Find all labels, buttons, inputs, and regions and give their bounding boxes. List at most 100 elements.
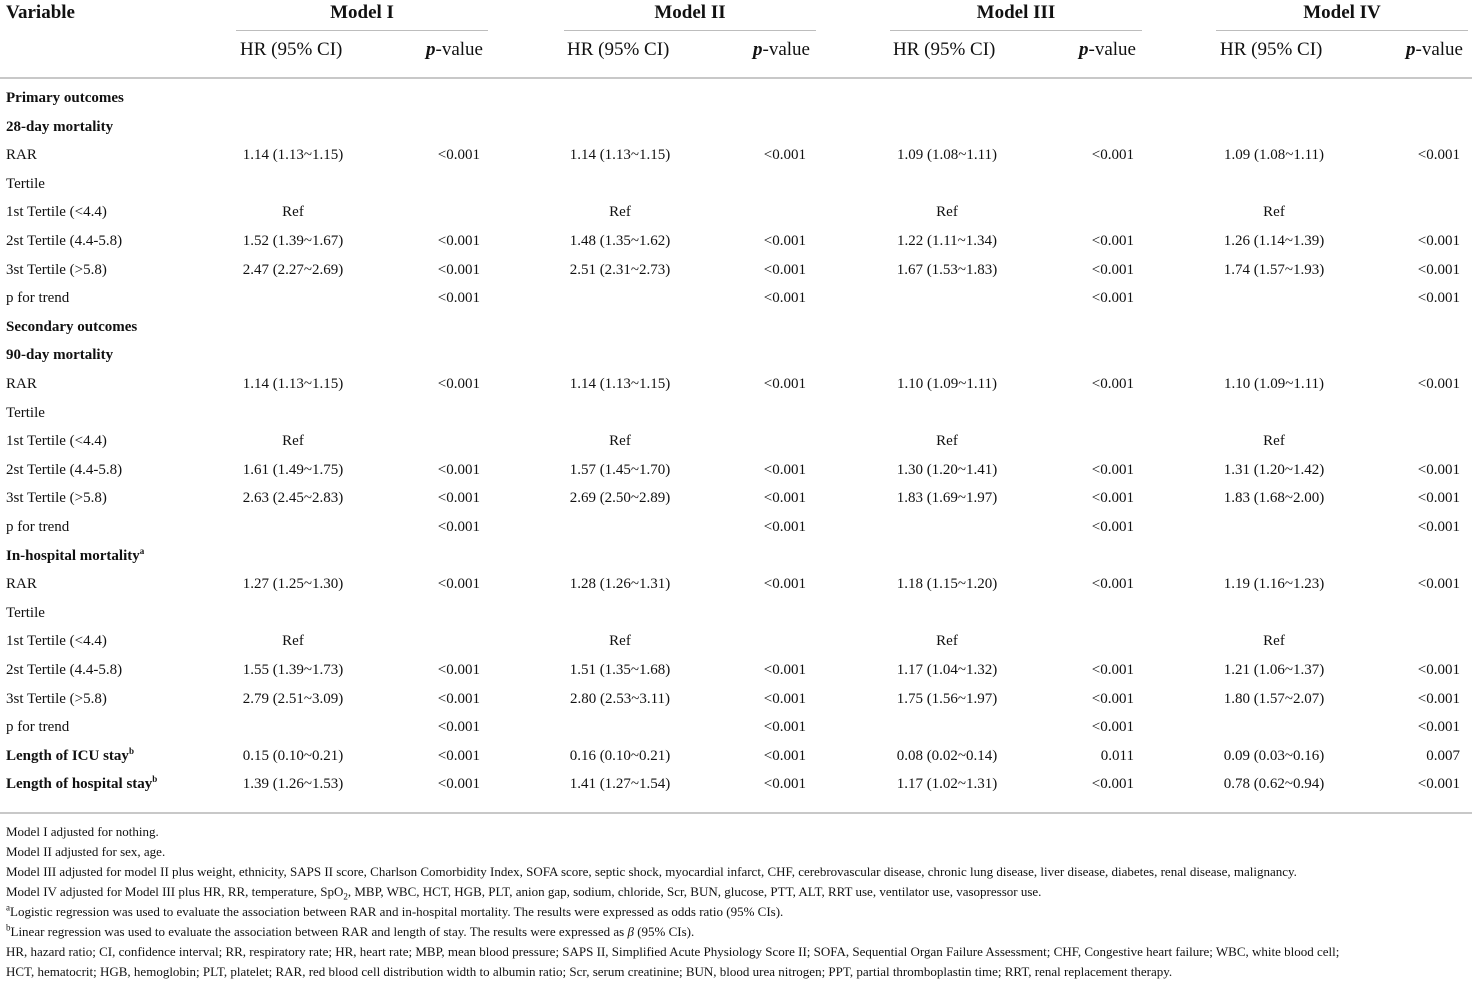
table-row: 2st Tertile (4.4-5.8) 1.52 (1.39~1.67) <0.… — [0, 231, 1472, 259]
row-label: Tertile — [6, 404, 45, 421]
row-label: Primary outcomes — [6, 90, 124, 106]
header-model-4: Model IV — [1303, 2, 1381, 23]
header-pvalue-4: p-value — [1406, 39, 1463, 60]
hr-ci-cell: 1.39 (1.26~1.53) — [242, 776, 344, 793]
hr-ci-cell: 1.26 (1.14~1.39) — [1223, 233, 1325, 249]
p-value-cell: <0.001 — [1091, 461, 1134, 478]
hr-ci-cell: 1.83 (1.69~1.97) — [896, 490, 998, 507]
hr-ci-cell: 2.63 (2.45~2.83) — [242, 490, 344, 507]
p-value-cell: <0.001 — [437, 747, 480, 764]
hr-ci-cell: 1.19 (1.16~1.23) — [1223, 576, 1325, 593]
hr-ci-cell: 1.14 (1.13~1.15) — [569, 376, 671, 392]
bottom-rule — [0, 812, 1472, 814]
row-label: 1st Tertile (<4.4) — [6, 633, 107, 650]
hr-ci-cell: 1.21 (1.06~1.37) — [1223, 662, 1325, 678]
table-row: RAR 1.27 (1.25~1.30) <0.001 1.28 (1.26~1.31… — [0, 574, 1472, 602]
table-row: Tertile — [0, 174, 1472, 202]
hr-ci-cell: 0.78 (0.62~0.94) — [1223, 776, 1325, 793]
table-row: Tertile — [0, 603, 1472, 631]
table-row: 90-day mortality — [0, 345, 1472, 373]
row-label: Secondary outcomes — [6, 318, 138, 335]
hr-ci-cell: Ref — [282, 433, 304, 450]
row-label: 3st Tertile (>5.8) — [6, 490, 107, 507]
header-variable: Variable — [6, 2, 75, 23]
p-value-cell: <0.001 — [1091, 519, 1134, 535]
hr-ci-cell: 2.79 (2.51~3.09) — [242, 690, 344, 707]
p-value-cell: <0.001 — [437, 147, 480, 164]
row-label: Tertile — [6, 604, 45, 621]
hr-ci-cell: 1.57 (1.45~1.70) — [569, 461, 671, 478]
hr-ci-cell: Ref — [1263, 204, 1285, 221]
hr-ci-cell: 2.80 (2.53~3.11) — [569, 690, 671, 707]
p-value-cell: <0.001 — [1417, 233, 1460, 249]
p-value-cell: <0.001 — [763, 233, 806, 249]
header-model-1: Model I — [330, 2, 394, 23]
p-value-cell: <0.001 — [437, 776, 480, 793]
p-value-cell: <0.001 — [1091, 290, 1134, 307]
hr-ci-cell: 1.31 (1.20~1.42) — [1223, 461, 1325, 478]
row-label: 2st Tertile (4.4-5.8) — [6, 662, 123, 678]
table-footnotes: Model I adjusted for nothing. Model II a… — [6, 822, 1466, 982]
note-model-3: Model III adjusted for model II plus wei… — [6, 864, 1297, 879]
hr-ci-cell: Ref — [936, 633, 958, 650]
p-value-cell: <0.001 — [763, 261, 806, 278]
table-row: Length of ICU stayb 0.15 (0.10~0.21) <0.00… — [0, 746, 1472, 774]
note-abbreviations-1: HR, hazard ratio; CI, confidence interva… — [6, 944, 1340, 959]
hr-ci-cell: 2.51 (2.31~2.73) — [569, 261, 671, 278]
hr-ci-cell: 1.74 (1.57~1.93) — [1223, 261, 1325, 278]
header-hr-1: HR (95% CI) — [240, 39, 343, 60]
hr-ci-cell: 1.10 (1.09~1.11) — [1223, 376, 1325, 392]
row-label: In-hospital mortalitya — [6, 545, 145, 564]
p-value-cell: <0.001 — [1417, 519, 1460, 535]
hr-ci-cell: 0.15 (0.10~0.21) — [242, 747, 344, 764]
p-value-cell: <0.001 — [763, 747, 806, 764]
p-value-cell: <0.001 — [1091, 490, 1134, 507]
header-hr-2: HR (95% CI) — [567, 39, 670, 60]
p-value-cell: <0.001 — [1091, 776, 1134, 793]
model-2-underline — [564, 30, 816, 31]
p-value-cell: <0.001 — [763, 519, 806, 535]
p-value-cell: <0.001 — [1091, 147, 1134, 164]
hr-ci-cell: Ref — [936, 433, 958, 450]
table-row: Secondary outcomes — [0, 317, 1472, 345]
p-value-cell: <0.001 — [437, 576, 480, 593]
hr-ci-cell: 0.09 (0.03~0.16) — [1223, 747, 1325, 764]
p-value-cell: <0.001 — [437, 290, 480, 307]
row-label: 1st Tertile (<4.4) — [6, 204, 107, 221]
p-value-cell: <0.001 — [763, 576, 806, 593]
hr-ci-cell: 1.67 (1.53~1.83) — [896, 261, 998, 278]
header-hr-4: HR (95% CI) — [1220, 39, 1323, 60]
p-value-cell: <0.001 — [1091, 261, 1134, 278]
hr-ci-cell: Ref — [1263, 433, 1285, 450]
p-value-cell: <0.001 — [763, 719, 806, 736]
hr-ci-cell: 1.17 (1.02~1.31) — [896, 776, 998, 793]
hr-ci-cell: Ref — [936, 204, 958, 221]
hr-ci-cell: 1.80 (1.57~2.07) — [1223, 690, 1325, 707]
row-label: 90-day mortality — [6, 347, 114, 364]
hr-ci-cell: Ref — [609, 433, 631, 450]
p-value-cell: <0.001 — [437, 376, 480, 392]
p-value-cell: <0.001 — [437, 519, 480, 535]
p-value-cell: <0.001 — [1417, 290, 1460, 307]
p-value-cell: <0.001 — [437, 719, 480, 736]
p-value-cell: <0.001 — [1091, 233, 1134, 249]
hr-ci-cell: 1.10 (1.09~1.11) — [896, 376, 998, 392]
p-value-cell: <0.001 — [763, 147, 806, 164]
hr-ci-cell: 1.22 (1.11~1.34) — [896, 233, 998, 249]
p-value-cell: <0.001 — [763, 690, 806, 707]
p-value-cell: <0.001 — [1091, 376, 1134, 392]
table-row: RAR 1.14 (1.13~1.15) <0.001 1.14 (1.13~1.15… — [0, 145, 1472, 173]
p-value-cell: <0.001 — [437, 690, 480, 707]
hr-ci-cell: 0.16 (0.10~0.21) — [569, 747, 671, 764]
table-row: 3st Tertile (>5.8) 2.47 (2.27~2.69) <0.001… — [0, 260, 1472, 288]
row-label: Length of hospital stayb — [6, 774, 158, 793]
row-label: Tertile — [6, 175, 45, 192]
hr-ci-cell: 2.47 (2.27~2.69) — [242, 261, 344, 278]
table-row: RAR 1.14 (1.13~1.15) <0.001 1.14 (1.13~1.15… — [0, 374, 1472, 402]
hr-ci-cell: 1.75 (1.56~1.97) — [896, 690, 998, 707]
hr-ci-cell: 1.18 (1.15~1.20) — [896, 576, 998, 593]
table-row: Primary outcomes — [0, 88, 1472, 116]
hr-ci-cell: 1.27 (1.25~1.30) — [242, 576, 344, 593]
header-model-2: Model II — [654, 2, 726, 23]
p-value-cell: <0.001 — [1417, 490, 1460, 507]
